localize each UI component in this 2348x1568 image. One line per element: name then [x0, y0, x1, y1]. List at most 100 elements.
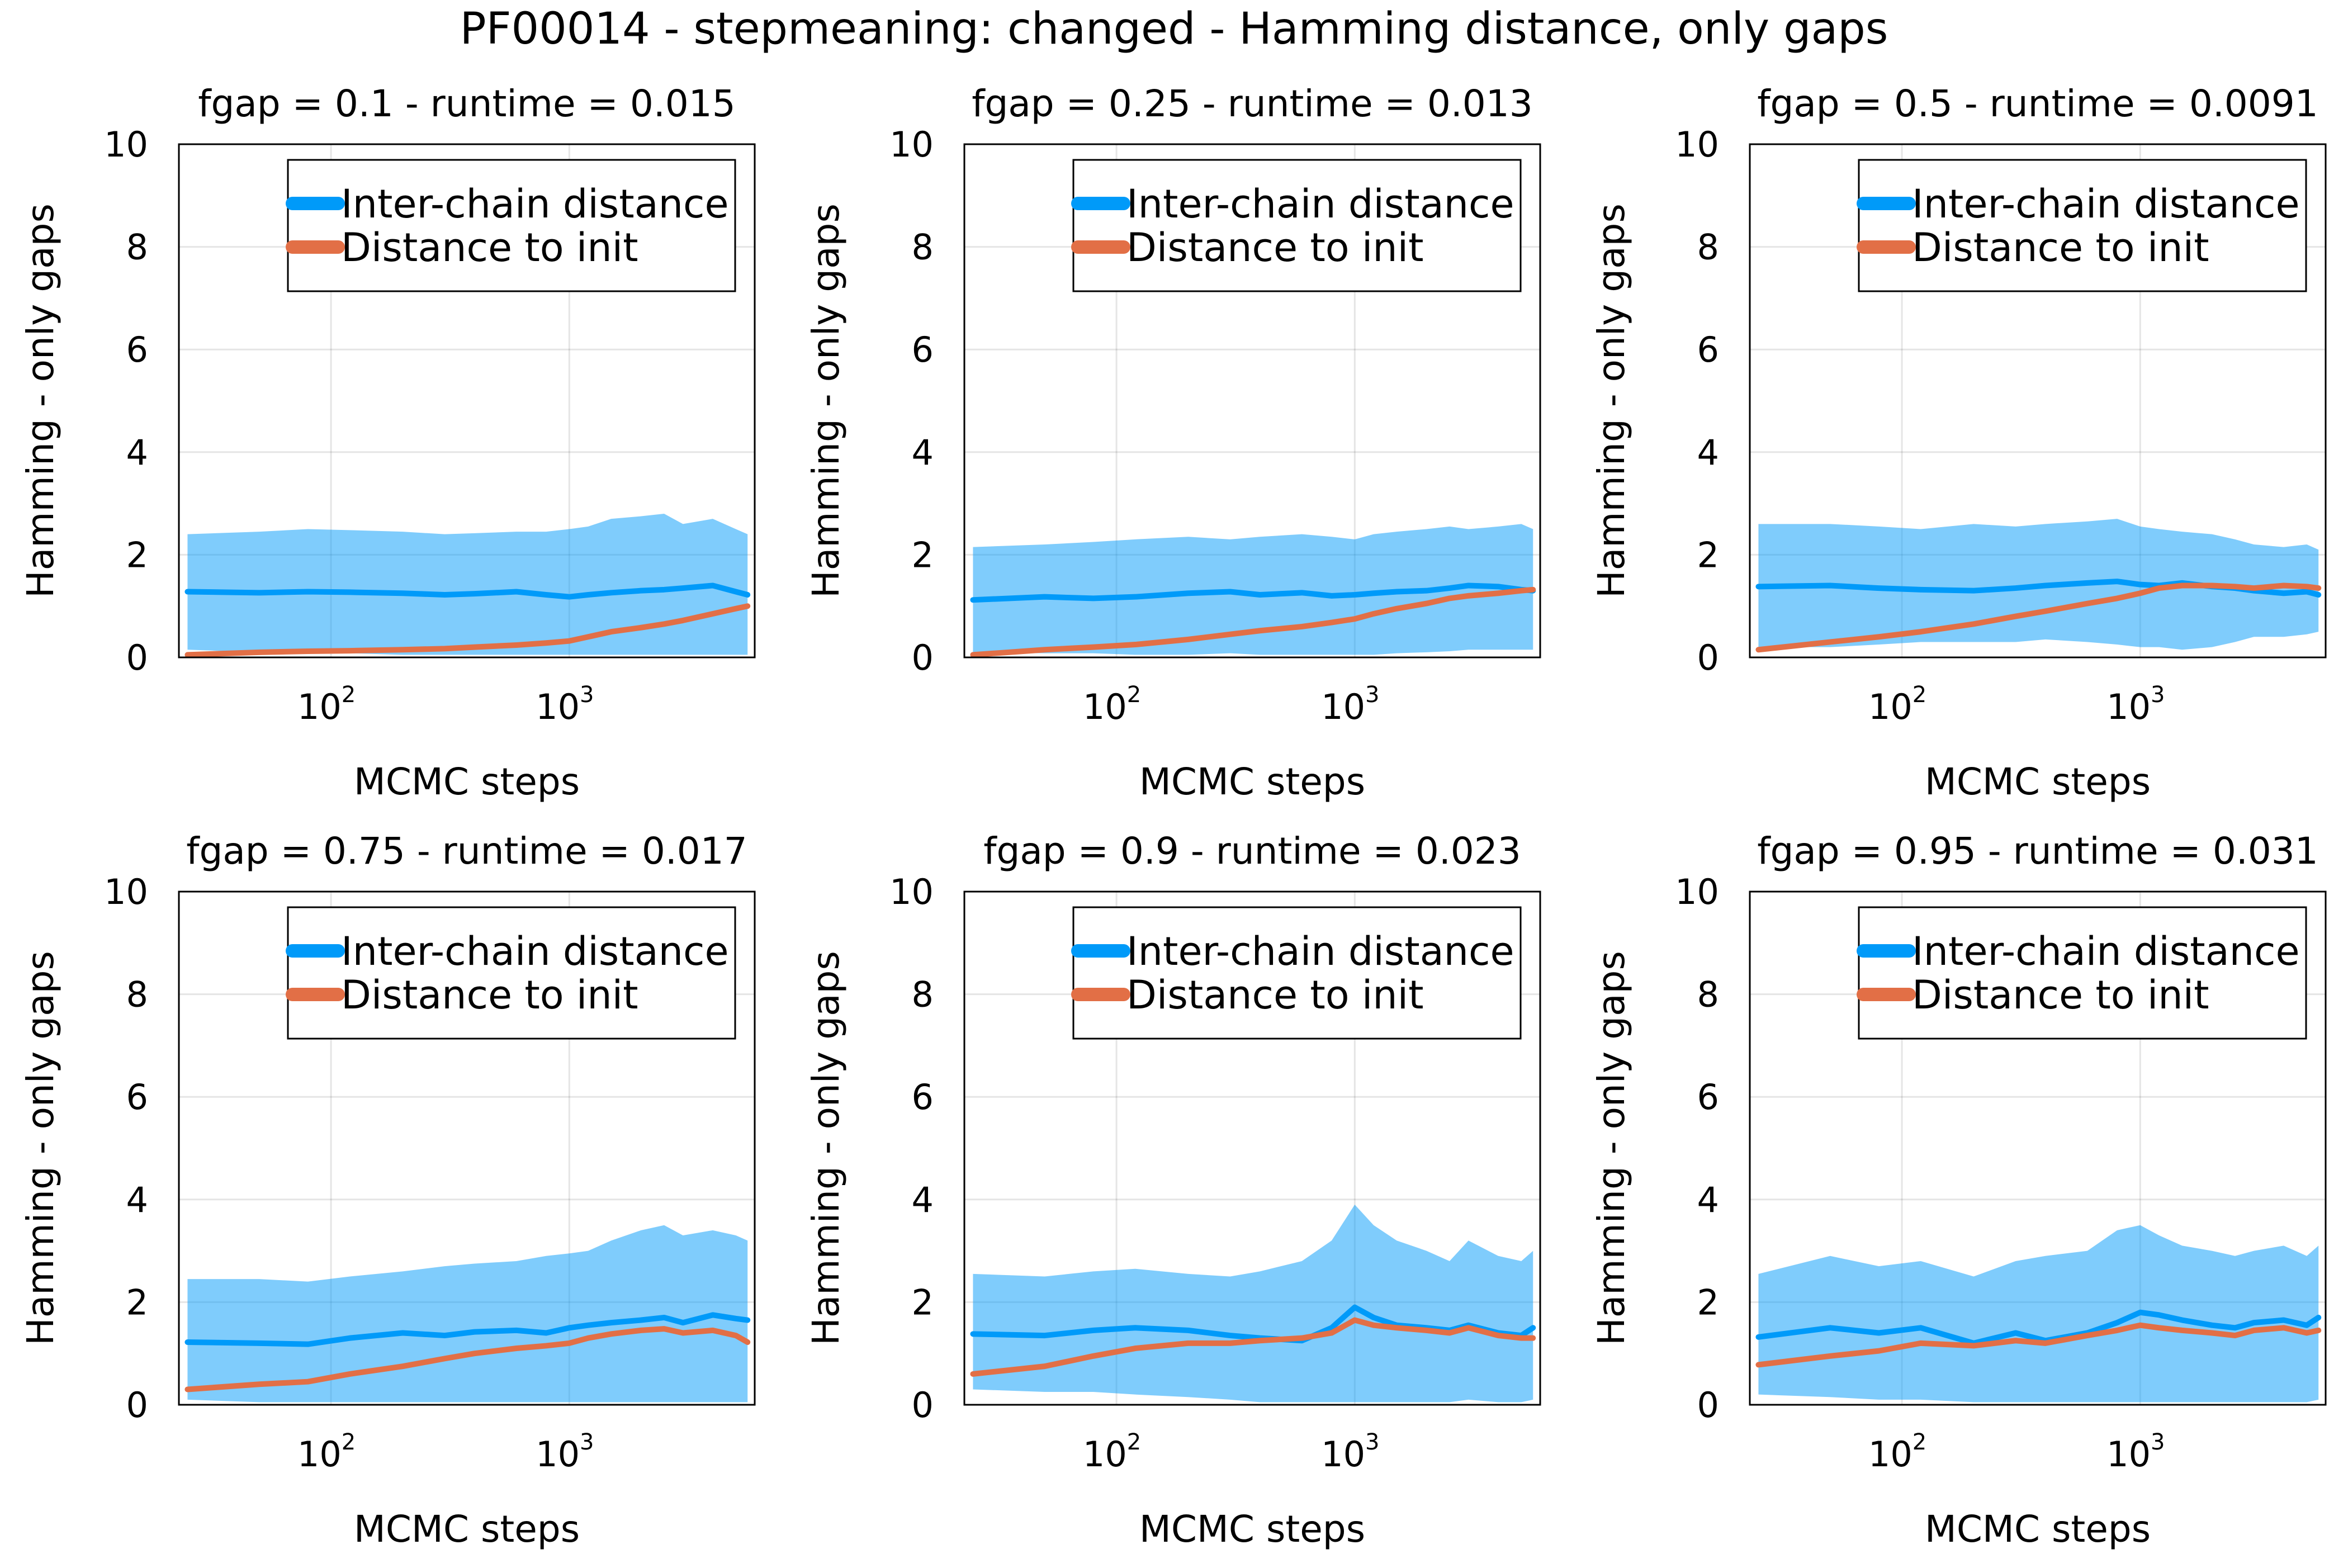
inter-chain-line — [1755, 579, 2322, 598]
legend-label: Inter-chain distance — [1912, 929, 2300, 974]
subplot-3: fgap = 0.5 - runtime = 0.0091 0 2 4 6 8 10 102 1… — [1590, 82, 2327, 803]
legend-label: Distance to init — [341, 225, 638, 271]
legend-label: Inter-chain distance — [1126, 929, 1514, 974]
y-axis-label: Hamming - only gaps — [19, 951, 62, 1346]
legend-label: Inter-chain distance — [341, 929, 729, 974]
y-tick-label: 2 — [1697, 534, 1719, 575]
x-tick-label: 103 — [2106, 682, 2165, 727]
inter-chain-line — [184, 1312, 751, 1347]
y-tick-label: 2 — [126, 534, 148, 575]
legend-label: Inter-chain distance — [1912, 181, 2300, 227]
y-tick-label: 4 — [1697, 1179, 1719, 1220]
x-tick-label: 102 — [1083, 682, 1141, 727]
subplot-2: fgap = 0.25 - runtime = 0.013 0 2 4 6 8 10 102 1… — [804, 82, 1541, 803]
x-axis-label: MCMC steps — [1139, 760, 1365, 803]
y-tick-label: 6 — [1697, 329, 1719, 370]
x-tick-label: 102 — [1083, 1429, 1141, 1475]
y-axis-label: Hamming - only gaps — [1590, 203, 1633, 598]
y-tick-label: 10 — [889, 871, 934, 912]
legend-label: Distance to init — [1126, 225, 1424, 271]
distance-to-init-line — [1755, 1322, 2322, 1368]
plot-frame — [963, 890, 1541, 1406]
x-tick-label: 103 — [1321, 682, 1379, 727]
y-tick-label: 8 — [126, 974, 148, 1015]
legend-box — [287, 159, 736, 292]
y-tick-label: 6 — [126, 1077, 148, 1117]
subplot-5: fgap = 0.9 - runtime = 0.023 0 2 4 6 8 10 102 10… — [804, 830, 1541, 1551]
legend-label: Distance to init — [1912, 225, 2209, 271]
legend-box — [1858, 906, 2307, 1040]
legend-label: Inter-chain distance — [1126, 181, 1514, 227]
inter-chain-band — [187, 513, 748, 655]
legend-label: Distance to init — [1126, 972, 1424, 1018]
x-tick-label: 103 — [536, 1429, 594, 1475]
y-axis-label: Hamming - only gaps — [1590, 951, 1633, 1346]
subplot-4: fgap = 0.75 - runtime = 0.017 0 2 4 6 8 10 102 1… — [19, 830, 756, 1551]
subplot-title: fgap = 0.5 - runtime = 0.0091 — [1757, 82, 2318, 125]
y-tick-label: 8 — [912, 227, 934, 268]
distance-to-init-line — [1755, 582, 2322, 653]
x-tick-label: 103 — [2106, 1429, 2165, 1475]
figure-title: PF00014 - stepmeaning: changed - Hamming… — [460, 4, 1888, 54]
y-tick-label: 2 — [912, 534, 934, 575]
x-tick-label: 103 — [1321, 1429, 1379, 1475]
legend-label: Distance to init — [341, 972, 638, 1018]
plot-frame — [178, 890, 756, 1406]
y-tick-label: 0 — [1697, 1385, 1719, 1425]
y-axis-label: Hamming - only gaps — [19, 203, 62, 598]
inter-chain-band — [973, 1204, 1533, 1403]
y-tick-label: 10 — [1675, 124, 1719, 165]
legend-label: Distance to init — [1912, 972, 2209, 1018]
y-tick-label: 0 — [126, 1385, 148, 1425]
y-tick-label: 6 — [912, 1077, 934, 1117]
subplot-title: fgap = 0.95 - runtime = 0.031 — [1757, 830, 2318, 873]
x-tick-label: 103 — [536, 682, 594, 727]
y-tick-label: 10 — [889, 124, 934, 165]
distance-to-init-line — [184, 1326, 751, 1392]
y-tick-label: 0 — [1697, 637, 1719, 678]
inter-chain-line — [1755, 1309, 2322, 1346]
subplot-1: fgap = 0.1 - runtime = 0.015 0 2 4 6 8 10 102 10… — [19, 82, 756, 803]
y-tick-label: 2 — [1697, 1282, 1719, 1323]
x-axis-label: MCMC steps — [354, 1508, 580, 1551]
x-axis-label: MCMC steps — [1925, 1508, 2151, 1551]
y-tick-label: 0 — [126, 637, 148, 678]
y-tick-label: 4 — [126, 1179, 148, 1220]
legend-box — [1072, 906, 1522, 1040]
y-tick-label: 8 — [1697, 974, 1719, 1015]
y-tick-label: 10 — [1675, 871, 1719, 912]
y-tick-label: 2 — [912, 1282, 934, 1323]
y-tick-label: 0 — [912, 637, 934, 678]
y-tick-label: 8 — [1697, 227, 1719, 268]
inter-chain-band — [187, 1225, 748, 1403]
y-axis-label: Hamming - only gaps — [804, 203, 848, 598]
legend-box — [1072, 159, 1522, 292]
y-tick-label: 2 — [126, 1282, 148, 1323]
y-tick-label: 4 — [1697, 432, 1719, 473]
subplot-title: fgap = 0.75 - runtime = 0.017 — [186, 830, 747, 873]
y-tick-label: 4 — [912, 432, 934, 473]
inter-chain-band — [973, 524, 1533, 655]
plot-frame — [1749, 890, 2327, 1406]
inter-chain-band — [1758, 1225, 2319, 1403]
subplot-6: fgap = 0.95 - runtime = 0.031 0 2 4 6 8 10 102 1… — [1590, 830, 2327, 1551]
plot-frame — [963, 143, 1541, 659]
x-axis-label: MCMC steps — [1925, 760, 2151, 803]
y-tick-label: 8 — [126, 227, 148, 268]
subplot-title: fgap = 0.1 - runtime = 0.015 — [198, 82, 736, 125]
plot-frame — [178, 143, 756, 659]
legend-box — [1858, 159, 2307, 292]
y-axis-label: Hamming - only gaps — [804, 951, 848, 1346]
y-tick-label: 10 — [104, 124, 148, 165]
y-tick-label: 6 — [1697, 1077, 1719, 1117]
subplot-title: fgap = 0.9 - runtime = 0.023 — [983, 830, 1521, 873]
inter-chain-line — [970, 582, 1536, 603]
x-axis-label: MCMC steps — [1139, 1508, 1365, 1551]
y-tick-label: 6 — [912, 329, 934, 370]
